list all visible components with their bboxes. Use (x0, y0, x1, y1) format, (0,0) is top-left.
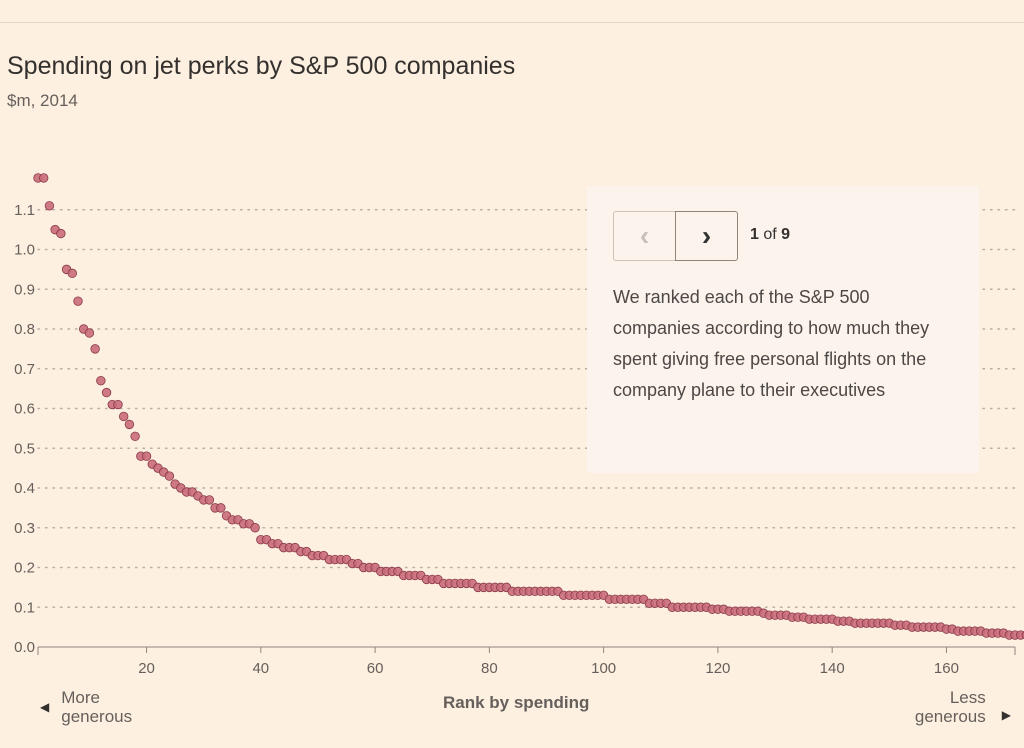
chart-title: Spending on jet perks by S&P 500 compani… (7, 52, 516, 80)
x-tick-label: 160 (934, 660, 959, 677)
y-tick-label: 0.8 (14, 321, 35, 338)
y-tick-label: 0.4 (14, 480, 35, 497)
data-point (204, 495, 215, 505)
y-tick-label: 0.6 (14, 401, 35, 418)
page-indicator: 1 of 9 (750, 226, 790, 244)
data-point (44, 201, 55, 211)
panel-description: We ranked each of the S&P 500 companies … (613, 287, 930, 400)
data-point (84, 328, 95, 338)
next-button[interactable]: › (675, 211, 738, 261)
y-tick-label: 0.7 (14, 361, 35, 378)
data-point (101, 387, 112, 398)
right-arrow-icon: ▶ (1001, 708, 1011, 722)
left-arrow-icon: ◀ (40, 700, 50, 714)
data-point (119, 411, 129, 422)
data-point (56, 228, 66, 239)
x-axis-label: Rank by spending (443, 693, 590, 712)
page-current: 1 (750, 226, 759, 243)
less-generous-line2: generous (914, 707, 986, 726)
data-point (1016, 630, 1024, 640)
y-tick-label: 0.0 (14, 639, 35, 656)
data-point (90, 344, 100, 354)
less-generous-line1: Less (949, 688, 986, 707)
y-tick-label: 0.3 (14, 520, 35, 537)
x-tick-label: 40 (252, 660, 269, 677)
more-generous-line2: generous (61, 707, 133, 726)
pager: ‹ › (613, 211, 738, 261)
data-point (164, 471, 175, 481)
y-tick-label: 1.0 (14, 242, 35, 259)
data-point (141, 451, 152, 461)
data-point (73, 296, 83, 306)
data-point (67, 268, 77, 279)
more-generous-line1: More (61, 688, 100, 707)
x-tick-label: 120 (705, 660, 730, 677)
y-tick-label: 0.9 (14, 281, 35, 298)
data-point (113, 399, 123, 410)
x-tick-label: 20 (138, 660, 155, 677)
x-tick-label: 60 (367, 660, 384, 677)
y-tick-label: 1.1 (14, 202, 35, 219)
page-total: 9 (781, 226, 791, 243)
data-point (216, 503, 226, 513)
y-tick-label: 0.1 (14, 599, 35, 616)
data-point (124, 419, 135, 430)
data-point (250, 523, 260, 533)
x-tick-label: 100 (591, 660, 616, 677)
top-divider (0, 22, 1024, 23)
annotation-panel: ‹ › 1 of 9 We ranked each of the S&P 500… (587, 186, 979, 473)
x-tick-label: 80 (481, 660, 498, 677)
chevron-right-icon: › (701, 220, 712, 251)
previous-button[interactable]: ‹ (613, 211, 676, 261)
more-generous-label: ◀ More generous (40, 688, 132, 726)
chevron-left-icon: ‹ (639, 220, 650, 251)
data-point (130, 431, 140, 442)
data-point (96, 375, 106, 386)
chart-subtitle: $m, 2014 (7, 91, 78, 110)
less-generous-label: Less generous ▶ (915, 688, 1011, 726)
y-tick-label: 0.5 (14, 440, 35, 457)
y-tick-label: 0.2 (14, 560, 35, 577)
data-point (39, 173, 49, 183)
page-of: of (763, 226, 777, 243)
x-tick-label: 140 (820, 660, 845, 677)
